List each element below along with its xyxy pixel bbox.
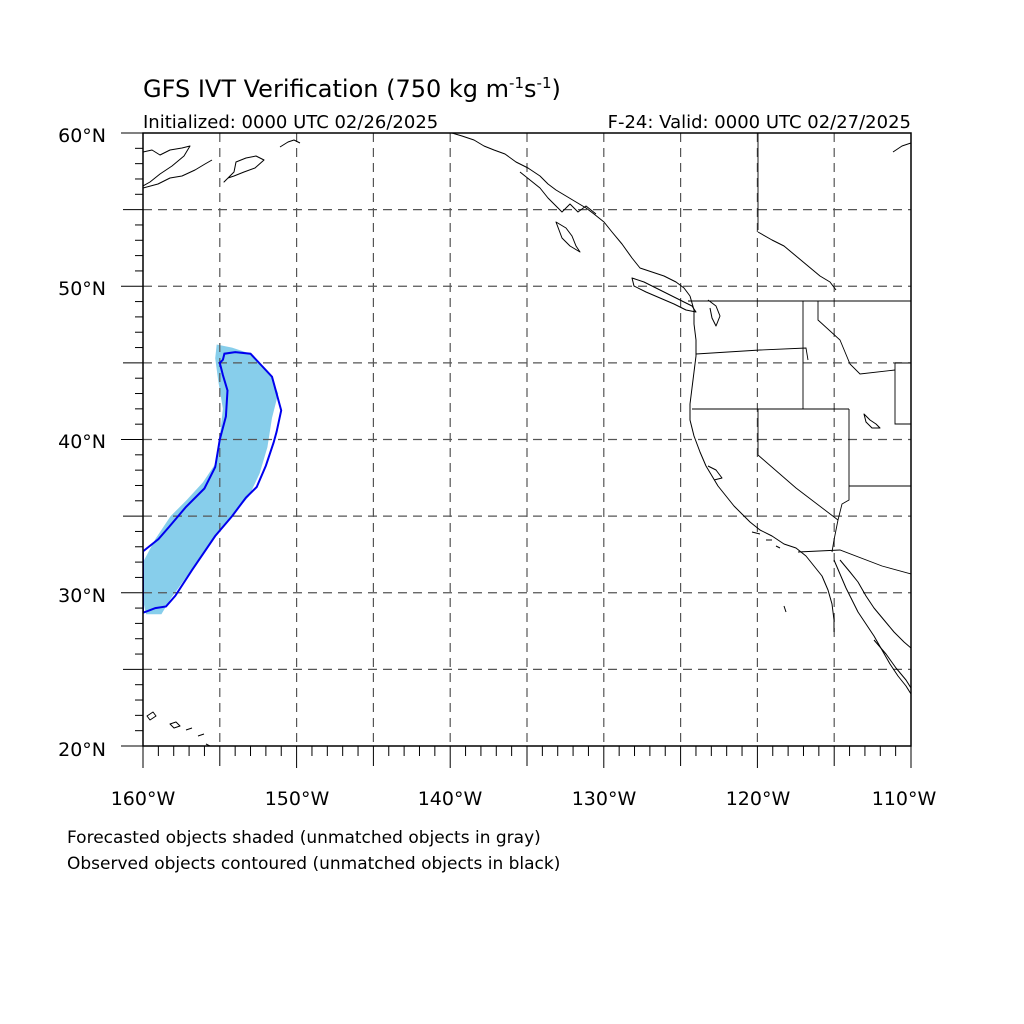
mexico-mainland [873,639,911,689]
lat-label-30: 30°N [58,585,106,607]
alexander-archipelago [519,171,597,215]
lat-label-50: 50°N [58,278,106,300]
wy-border [894,362,911,425]
lon-label-150w: 150°W [265,788,330,810]
az-nv-border [831,486,850,553]
lat-axis-labels: 60°N 50°N 40°N 30°N 20°N [58,125,106,761]
northeast-coast [892,142,911,153]
axis-ticks [121,132,912,768]
wa-or-border [695,347,809,361]
us-west-coast [689,295,835,632]
channel-islands [751,531,781,549]
baja-coast [833,559,911,695]
hawaii-islands [146,711,212,746]
observed-legend-note: Observed objects contoured (unmatched ob… [67,854,560,874]
map-title: GFS IVT Verification (750 kg m-1s-1) [143,74,561,103]
great-salt-lake [863,413,881,429]
valid-time-label: F-24: Valid: 0000 UTC 02/27/2025 [608,112,911,133]
coastline-layer [143,133,911,746]
lat-label-20: 20°N [58,739,106,761]
lon-axis-labels: 160°W 150°W 140°W 130°W 120°W 110°W [111,788,937,810]
puget-sound [707,299,721,327]
lon-label-110w: 110°W [872,788,937,810]
ca-nv-border [757,409,839,521]
gulf-california-coast [839,559,911,649]
political-borders [688,133,911,575]
map-frame [142,132,912,747]
lat-label-60: 60°N [58,125,106,147]
alaska-peninsula [143,159,213,189]
lon-label-130w: 130°W [572,788,637,810]
alaska-coast [143,145,191,187]
lon-label-160w: 160°W [111,788,176,810]
kenai-coast [279,139,301,148]
kodiak-island [223,155,265,183]
sf-bay [707,465,723,481]
canada-lakes [757,231,837,291]
se-alaska-coast [451,133,691,297]
lat-label-40: 40°N [58,431,106,453]
lat-lon-grid [143,133,911,746]
id-mt-border [817,301,896,375]
guadalupe-island [783,605,787,613]
us-mexico-border [797,549,911,575]
lon-label-120w: 120°W [726,788,791,810]
vancouver-island [631,277,697,313]
haida-gwaii [555,221,581,253]
forecast-legend-note: Forecasted objects shaded (unmatched obj… [67,828,541,848]
initialized-label: Initialized: 0000 UTC 02/26/2025 [143,112,438,133]
forecast-object-shaded [143,344,279,615]
lon-label-140w: 140°W [418,788,483,810]
observed-object-contour [143,351,283,614]
